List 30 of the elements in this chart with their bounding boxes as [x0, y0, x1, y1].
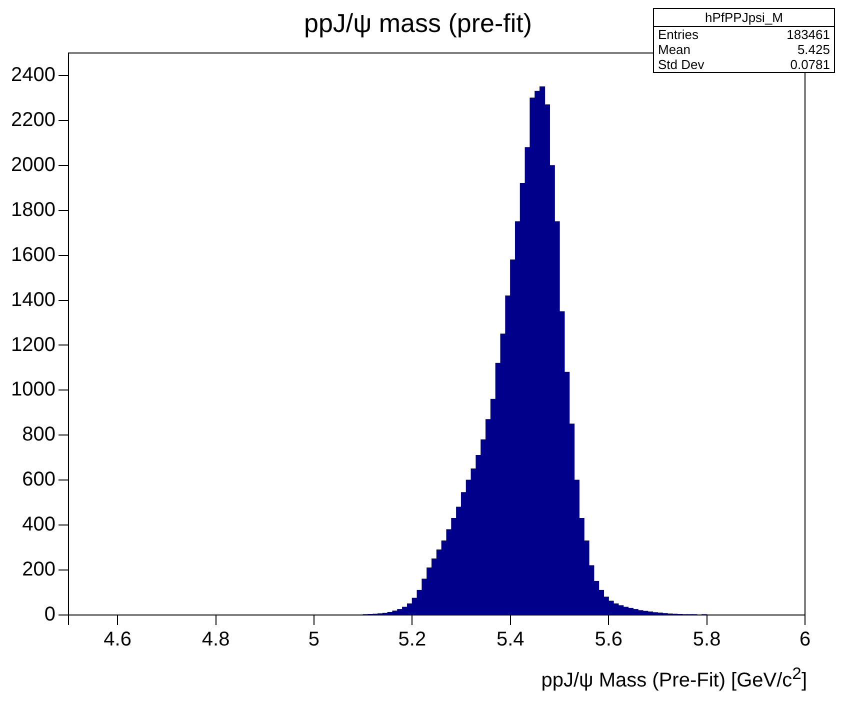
y-tick-label: 600 [22, 468, 56, 491]
chart-title: ppJ/ψ mass (pre-fit) [302, 8, 534, 39]
x-tick-label: 5.2 [398, 628, 426, 651]
y-tick-label: 1200 [10, 334, 56, 356]
x-tick-label: 4.6 [104, 628, 132, 651]
text: 183461 [786, 27, 830, 42]
y-tick-label: 800 [22, 424, 56, 446]
text: Entries [658, 27, 698, 42]
y-tick-label: 400 [22, 514, 56, 536]
x-tick-label: 5.8 [692, 628, 721, 651]
text: hPfPPJpsi_M [654, 9, 834, 27]
y-tick-label: 200 [22, 558, 56, 581]
x-tick-label: 5.6 [594, 628, 623, 651]
annotation: 5.425 [797, 42, 830, 57]
x-tick-label: 4.8 [202, 628, 230, 651]
annotation: 0.0781 [790, 57, 830, 72]
x-tick-label: 5.4 [496, 628, 524, 651]
y-tick-label: 1400 [10, 288, 56, 311]
x-tick-label: 5 [308, 628, 320, 651]
y-tick-label: 2200 [10, 108, 56, 131]
y-tick-label: 1800 [10, 198, 56, 221]
annotation: Std Dev [658, 57, 704, 72]
y-tick-label: 1600 [10, 244, 56, 266]
y-tick-label: 0 [44, 604, 56, 626]
annotation: Mean [658, 42, 691, 57]
y-tick-label: 2000 [10, 154, 56, 176]
x-axis-title: ppJ/ψ Mass (Pre-Fit) [GeV/c$^{2}$] [541, 664, 807, 693]
y-tick-label: 1000 [10, 378, 56, 401]
y-tick-label: 2400 [10, 64, 56, 86]
x-tick-label: 6 [799, 628, 811, 651]
